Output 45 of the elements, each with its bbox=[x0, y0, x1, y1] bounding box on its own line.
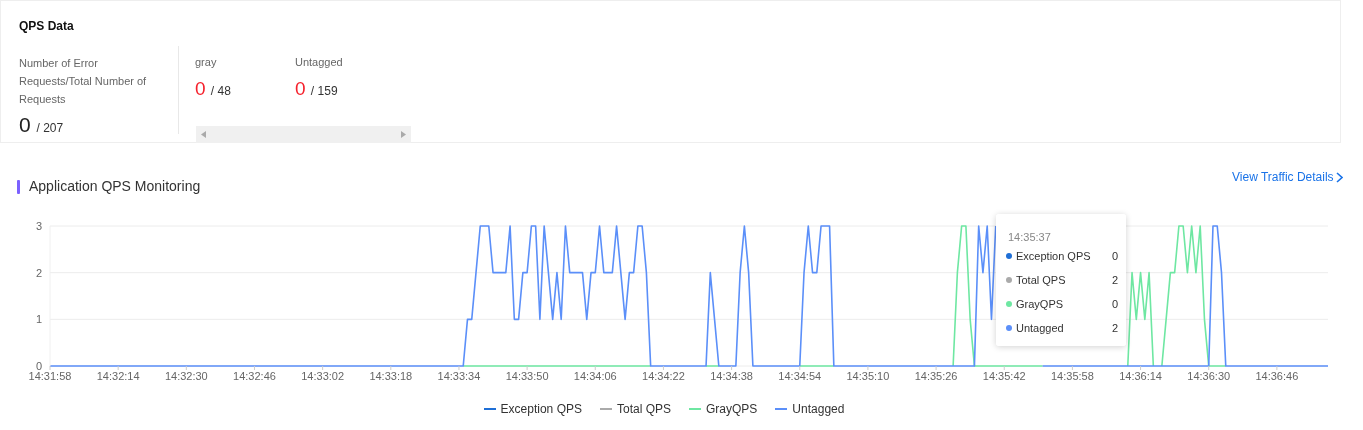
text: View Traffic Details bbox=[1232, 170, 1334, 184]
text: Number of Error Requests/Total Number of Requests bbox=[19, 56, 148, 107]
x-tick-label: 14:34:22 bbox=[642, 369, 685, 382]
annotation: 2 bbox=[1111, 322, 1118, 334]
annotation: 0 bbox=[1111, 298, 1118, 310]
x-tick-label: 14:36:46 bbox=[1255, 369, 1299, 382]
text: gray bbox=[195, 56, 217, 68]
y-tick-label: 3 bbox=[35, 219, 42, 232]
x-tick-label: 14:33:50 bbox=[505, 369, 549, 382]
x-tick-label: 14:33:18 bbox=[369, 369, 413, 382]
y-tick-label: 1 bbox=[35, 313, 42, 326]
annotation: 14:35:37 bbox=[1008, 231, 1051, 243]
x-tick-label: 14:35:42 bbox=[982, 369, 1026, 382]
x-tick-label: 14:35:26 bbox=[914, 369, 958, 382]
x-tick-label: 14:33:02 bbox=[301, 369, 345, 382]
annotation: GrayQPS bbox=[1016, 298, 1065, 310]
annotation: Total QPS bbox=[1016, 274, 1067, 286]
chart-title: Application QPS Monitoring bbox=[29, 178, 201, 194]
text: Untagged bbox=[295, 56, 343, 68]
x-tick-label: 14:35:58 bbox=[1050, 369, 1094, 382]
x-tick-label: 14:32:46 bbox=[233, 369, 276, 382]
annotation: 2 bbox=[1111, 274, 1118, 286]
x-tick-label: 14:33:34 bbox=[437, 369, 481, 382]
text: 0 / 207 bbox=[19, 113, 64, 136]
legend-label: Exception QPS bbox=[499, 402, 582, 416]
x-tick-label: 14:31:58 bbox=[28, 369, 72, 382]
y-tick-label: 0 bbox=[35, 359, 42, 372]
text: 0 / 48 bbox=[195, 78, 231, 99]
x-tick-label: 14:32:14 bbox=[96, 369, 140, 382]
x-tick-label: 14:36:14 bbox=[1119, 369, 1162, 382]
x-tick-label: 14:34:54 bbox=[778, 369, 822, 382]
annotation: Exception QPS bbox=[1016, 250, 1092, 262]
x-tick-label: 14:35:10 bbox=[846, 369, 890, 382]
annotation: 0 bbox=[1111, 250, 1118, 262]
x-tick-label: 14:34:38 bbox=[710, 369, 754, 382]
legend-label: Total QPS bbox=[615, 402, 671, 416]
x-tick-label: 14:32:30 bbox=[164, 369, 208, 382]
annotation: Untagged bbox=[1016, 322, 1065, 334]
y-tick-label: 2 bbox=[35, 266, 42, 279]
text: 0 / 159 bbox=[295, 78, 338, 99]
x-tick-label: 14:36:30 bbox=[1187, 369, 1231, 382]
text: QPS Data bbox=[19, 19, 74, 33]
legend-label: GrayQPS bbox=[705, 402, 758, 416]
x-tick-label: 14:34:06 bbox=[573, 369, 617, 382]
legend-label: Untagged bbox=[791, 402, 845, 416]
